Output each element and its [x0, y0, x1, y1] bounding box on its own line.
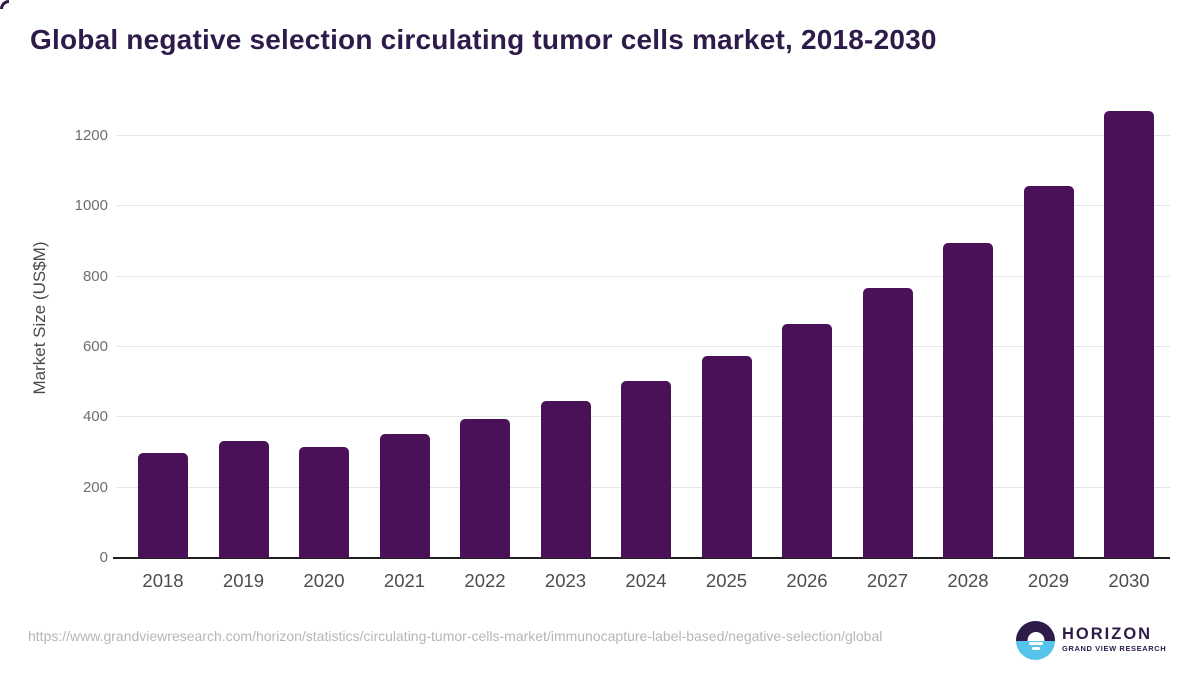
x-tick-2026: 2026 [786, 570, 828, 591]
y-tick-800: 800 [82, 267, 108, 285]
x-tick-2022: 2022 [464, 570, 506, 591]
x-tick-2020: 2020 [303, 570, 345, 591]
y-tick-0: 0 [99, 549, 108, 566]
y-tick-200: 200 [82, 478, 108, 496]
chart-title: Global negative selection circulating tu… [30, 24, 937, 55]
y-axis-title: Market Size (US$M) [30, 241, 49, 395]
x-tick-2027: 2027 [866, 570, 909, 591]
x-tick-2025: 2025 [705, 570, 748, 591]
bar-2029[interactable] [1023, 185, 1074, 558]
y-tick-600: 600 [82, 338, 108, 356]
x-tick-2024: 2024 [625, 570, 667, 591]
y-tick-1200: 1200 [74, 127, 108, 145]
bar-2021[interactable] [379, 433, 430, 558]
y-tick-400: 400 [82, 408, 108, 426]
x-tick-2019: 2019 [222, 570, 265, 591]
bar-2019[interactable] [218, 440, 269, 558]
bar-2027[interactable] [862, 287, 913, 558]
window-corner-artifact [0, 0, 9, 9]
bar-2023[interactable] [540, 401, 591, 558]
gridline-600 [116, 346, 1170, 348]
logo-brand-text: HORIZON [1062, 625, 1153, 643]
bar-2028[interactable] [943, 242, 993, 558]
source-url: https://www.grandviewresearch.com/horizo… [28, 628, 883, 644]
x-tick-2021: 2021 [383, 570, 426, 591]
sunrise-horizon-icon [1016, 621, 1055, 660]
x-tick-2029: 2029 [1027, 570, 1070, 591]
bar-2024[interactable] [621, 380, 671, 558]
bar-2030[interactable] [1104, 111, 1154, 558]
gridline-1200 [116, 135, 1170, 137]
x-tick-2028: 2028 [947, 570, 989, 591]
gridline-1000 [116, 205, 1170, 207]
plot-area [113, 96, 1170, 559]
x-tick-2030: 2030 [1108, 570, 1150, 591]
bar-2022[interactable] [460, 419, 510, 558]
x-tick-2018: 2018 [142, 570, 184, 591]
bar-2025[interactable] [701, 356, 752, 558]
bar-2020[interactable] [299, 446, 349, 558]
x-tick-2023: 2023 [544, 570, 587, 591]
x-axis-line [113, 557, 1170, 559]
horizon-logo: HORIZON GRAND VIEW RESEARCH [1016, 621, 1176, 661]
bar-2026[interactable] [782, 324, 832, 558]
logo-subbrand-text: GRAND VIEW RESEARCH [1062, 644, 1167, 653]
bar-2018[interactable] [138, 453, 188, 558]
gridline-800 [116, 275, 1170, 277]
y-tick-1000: 1000 [74, 197, 108, 215]
